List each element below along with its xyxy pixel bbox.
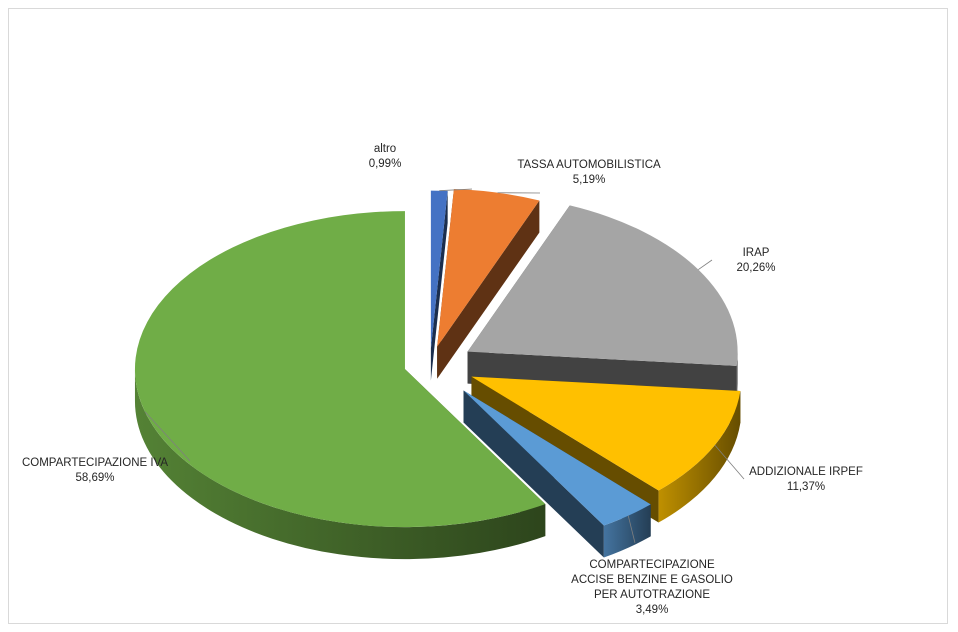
data-label-tassa-automobilistica: TASSA AUTOMOBILISTICA 5,19% bbox=[517, 159, 661, 186]
slice-side bbox=[736, 351, 738, 398]
slice-side bbox=[134, 369, 546, 560]
value-label: 0,99% bbox=[369, 158, 402, 170]
slice-cut-face bbox=[437, 200, 540, 379]
category-label: ACCISE BENZINE E GASOLIO bbox=[571, 574, 733, 586]
leader-line-compartecipazione-accise-benzine-e-gasolio-per-autotrazione bbox=[627, 515, 636, 544]
slice-top bbox=[467, 205, 738, 366]
pie-slice-altro bbox=[430, 190, 448, 381]
leader-line-altro bbox=[439, 188, 473, 192]
slice-top bbox=[430, 190, 448, 349]
pie-slice-tassa-automobilistica bbox=[437, 189, 540, 379]
value-label: 20,26% bbox=[736, 262, 775, 274]
category-label: altro bbox=[374, 143, 396, 155]
slice-side bbox=[658, 390, 741, 523]
slice-top bbox=[471, 376, 741, 491]
category-label: PER AUTOTRAZIONE bbox=[594, 589, 710, 601]
pie-slice-compartecipazione-iva bbox=[134, 211, 546, 560]
slice-top bbox=[134, 211, 546, 528]
data-label-altro: altro 0,99% bbox=[369, 143, 402, 170]
leader-line-addizionale-irpef bbox=[714, 444, 745, 480]
value-label: 58,69% bbox=[75, 472, 114, 484]
slice-top bbox=[463, 390, 651, 526]
slice-cut-face bbox=[430, 190, 448, 381]
category-label: ADDIZIONALE IRPEF bbox=[749, 466, 863, 478]
slice-cut-face bbox=[463, 390, 604, 558]
pie-slice-compartecipazione-accise-benzine-e-gasolio-per-autotrazione bbox=[463, 390, 651, 558]
category-label: IRAP bbox=[743, 247, 770, 259]
category-label: TASSA AUTOMOBILISTICA bbox=[517, 159, 661, 171]
leader-line-irap bbox=[698, 259, 713, 270]
value-label: 5,19% bbox=[573, 174, 606, 186]
category-label: COMPARTECIPAZIONE bbox=[589, 559, 715, 571]
slice-side bbox=[603, 504, 651, 558]
leader-line-compartecipazione-iva bbox=[144, 411, 191, 462]
slice-top bbox=[437, 189, 540, 347]
value-label: 11,37% bbox=[787, 481, 825, 493]
data-label-addizionale-irpef: ADDIZIONALE IRPEF 11,37% bbox=[749, 466, 863, 493]
data-label-irap: IRAP 20,26% bbox=[736, 247, 775, 274]
data-label-compartecipazione-iva: COMPARTECIPAZIONE IVA 58,69% bbox=[22, 457, 168, 484]
data-label-compartecipazione-accise-benzine-e-gasolio-per-autotrazione: COMPARTECIPAZIONE ACCISE BENZINE E GASOLI… bbox=[571, 559, 733, 616]
category-label: COMPARTECIPAZIONE IVA bbox=[22, 457, 168, 469]
value-label: 3,49% bbox=[636, 604, 669, 616]
